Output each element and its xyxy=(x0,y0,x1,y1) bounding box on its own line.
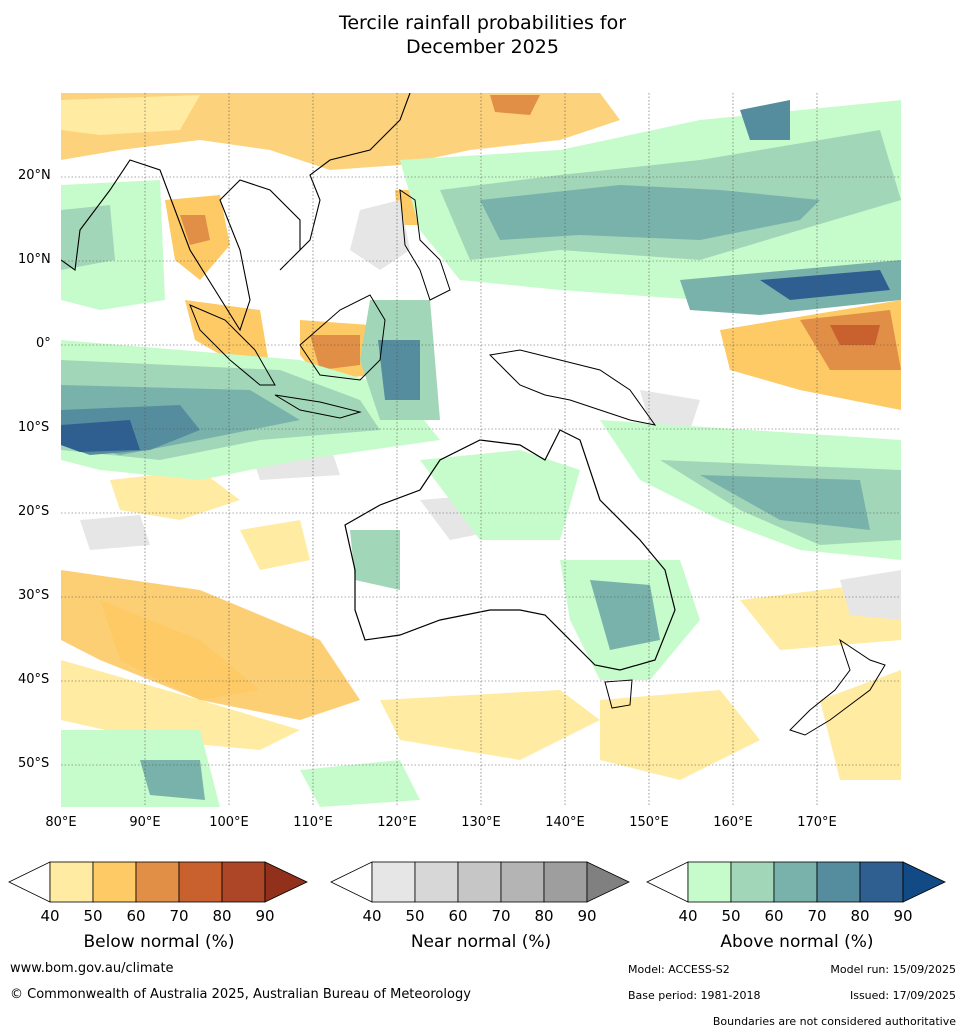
colorbar-over-triangle xyxy=(586,861,630,903)
colorbar-tick-label: 70 xyxy=(807,907,827,925)
below-normal-regions xyxy=(61,93,901,780)
legend-title-below-normal: Below normal (%) xyxy=(83,932,235,952)
lon-label: 160°E xyxy=(713,815,753,830)
colorbar-tick-label: 50 xyxy=(405,907,425,925)
colorbar-tick-label: 60 xyxy=(764,907,784,925)
colorbar-segment xyxy=(687,861,732,903)
colorbar-tick-label: 80 xyxy=(534,907,554,925)
chart-title-line-1: Tercile rainfall probabilities for xyxy=(338,12,627,34)
lat-label: 40°S xyxy=(18,672,50,687)
issued-date: Issued: 17/09/2025 xyxy=(849,989,956,1002)
website-link[interactable]: www.bom.gov.au/climate xyxy=(10,961,174,976)
colorbar-tick-label: 90 xyxy=(577,907,597,925)
colorbar-tick-label: 60 xyxy=(126,907,146,925)
lat-label: 0° xyxy=(36,336,51,351)
colorbar-over-triangle xyxy=(264,861,308,903)
colorbar-tick-label: 40 xyxy=(40,907,60,925)
colorbar-below-normal xyxy=(8,861,308,903)
coastline-java xyxy=(274,394,362,419)
lon-label: 170°E xyxy=(797,815,837,830)
colorbar-under-triangle xyxy=(8,861,51,903)
lat-label: 10°S xyxy=(18,420,50,435)
colorbar-over-triangle xyxy=(902,861,946,903)
colorbar-tick-label: 90 xyxy=(893,907,913,925)
colorbar-tick-label: 40 xyxy=(678,907,698,925)
lon-label: 110°E xyxy=(293,815,333,830)
lat-label: 20°N xyxy=(18,168,51,183)
colorbar-segment xyxy=(859,861,904,903)
colorbar-under-triangle xyxy=(646,861,689,903)
lon-label: 100°E xyxy=(209,815,249,830)
legend-title-near-normal: Near normal (%) xyxy=(410,932,552,952)
legend-title-above-normal: Above normal (%) xyxy=(720,932,874,952)
coastline-borneo xyxy=(299,294,386,381)
colorbar-tick-label: 50 xyxy=(83,907,103,925)
colorbar-segment xyxy=(730,861,775,903)
coastline-asia xyxy=(61,93,411,332)
colorbar-tick-label: 70 xyxy=(169,907,189,925)
colorbar-segment xyxy=(500,861,545,903)
colorbar-tick-label: 80 xyxy=(850,907,870,925)
boundaries-disclaimer: Boundaries are not considered authoritat… xyxy=(712,1015,956,1028)
lat-label: 50°S xyxy=(18,756,50,771)
model-name: Model: ACCESS-S2 xyxy=(628,963,730,976)
gridlines xyxy=(61,93,901,807)
colorbar-tick-label: 90 xyxy=(255,907,275,925)
model-run: Model run: 15/09/2025 xyxy=(830,963,956,976)
colorbar-tick-label: 40 xyxy=(362,907,382,925)
copyright-text: © Commonwealth of Australia 2025, Austra… xyxy=(10,987,471,1002)
coastline-sumatra xyxy=(189,304,276,386)
colorbar-segment xyxy=(457,861,502,903)
lon-label: 140°E xyxy=(545,815,585,830)
coastline-tasmania xyxy=(604,679,633,709)
colorbar-segment xyxy=(178,861,223,903)
lat-label: 20°S xyxy=(18,504,50,519)
colorbar-tick-label: 80 xyxy=(212,907,232,925)
colorbar-above-normal xyxy=(646,861,946,903)
lat-label: 10°N xyxy=(18,252,51,267)
colorbar-segment xyxy=(773,861,818,903)
above-normal-regions xyxy=(61,100,901,807)
coastline-new-zealand xyxy=(789,638,886,736)
coastline-philippines xyxy=(399,189,451,301)
colorbar-segment xyxy=(49,861,94,903)
colorbar-segment xyxy=(135,861,180,903)
lon-label: 80°E xyxy=(45,815,77,830)
lon-label: 90°E xyxy=(129,815,161,830)
lon-label: 130°E xyxy=(461,815,501,830)
coastline-australia xyxy=(344,429,676,671)
colorbar-segment xyxy=(221,861,266,903)
colorbar-tick-label: 60 xyxy=(448,907,468,925)
lon-label: 150°E xyxy=(629,815,669,830)
coastline-new-guinea xyxy=(488,349,657,426)
colorbar-segment xyxy=(414,861,459,903)
colorbar-segment xyxy=(371,861,416,903)
colorbar-near-normal xyxy=(330,861,630,903)
colorbar-under-triangle xyxy=(330,861,373,903)
colorbar-segment xyxy=(92,861,137,903)
lat-label: 30°S xyxy=(18,588,50,603)
base-period: Base period: 1981-2018 xyxy=(628,989,761,1002)
chart-title-line-2: December 2025 xyxy=(406,36,559,58)
colorbar-segment xyxy=(816,861,861,903)
lon-label: 120°E xyxy=(377,815,417,830)
colorbar-tick-label: 50 xyxy=(721,907,741,925)
colorbar-segment xyxy=(543,861,588,903)
colorbar-tick-label: 70 xyxy=(491,907,511,925)
